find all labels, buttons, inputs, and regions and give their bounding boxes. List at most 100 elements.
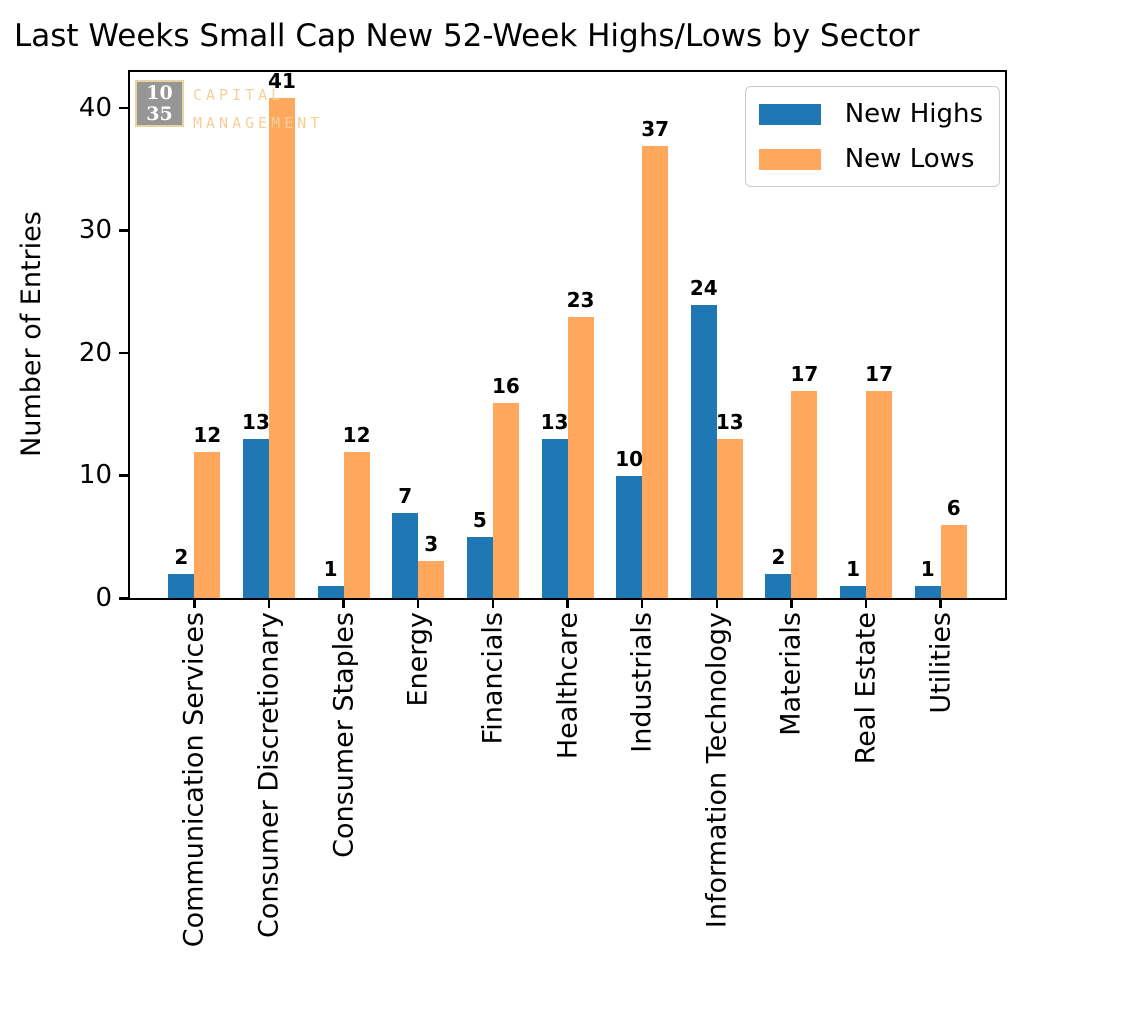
chart-title: Last Weeks Small Cap New 52-Week Highs/L… [14,18,920,54]
bar-value-label-new-lows-healthcare: 23 [566,288,595,313]
watermark: 10 35 CAPITAL MANAGEMENT [135,80,323,136]
x-tick-mark [790,600,793,608]
bar-value-label-new-lows-energy: 3 [424,532,439,557]
y-tick-label-10: 10 [78,460,112,491]
bar-new-highs-real-estate [840,585,867,598]
bar-new-highs-industrials [616,475,643,598]
bar-value-label-new-lows-materials: 17 [790,361,819,386]
watermark-name-line2: MANAGEMENT [193,114,324,132]
bar-group-real-estate: 1 17 [829,72,904,598]
bar-new-lows-utilities [940,524,967,598]
bar-slot: 2 [765,72,792,598]
bar-slot: 37 [641,72,670,598]
x-tick-mark [939,600,942,608]
plot-area: 2 12 13 41 1 12 7 3 5 16 13 23 10 37 24 13 2 17 1 17 1 6 10 3… [128,68,1007,600]
bar-new-lows-industrials [642,146,669,598]
bar-new-highs-financials [466,536,493,598]
bar-slot: 6 [940,72,967,598]
x-tick-label-utilities: Utilities [925,612,957,714]
watermark-logo: 10 35 [135,80,184,127]
bar-value-label-new-highs-healthcare: 13 [540,410,569,435]
bar-new-highs-information-technology [690,305,717,598]
watermark-name: CAPITAL MANAGEMENT [193,80,323,136]
bar-value-label-new-lows-information-technology: 13 [715,410,744,435]
bar-slot: 16 [492,72,520,598]
x-tick-label-materials: Materials [775,612,807,736]
bar-value-label-new-highs-consumer-staples: 1 [323,556,338,581]
bar-value-label-new-lows-communication-services: 12 [193,422,222,447]
x-tick-mark [491,600,495,608]
x-tick-mark [566,600,569,608]
y-tick-mark [119,597,128,600]
bar-new-highs-utilities [914,585,941,598]
bar-slot: 24 [690,72,718,598]
x-tick-label-energy: Energy [402,612,434,707]
bar-group-healthcare: 13 23 [530,72,605,598]
bar-group-information-technology: 24 13 [679,72,754,598]
x-tick-mark [416,600,420,608]
bar-group-consumer-staples: 1 12 [306,72,381,598]
watermark-name-line1: CAPITAL [193,86,285,104]
bar-value-label-new-lows-utilities: 6 [946,495,961,520]
x-tick-mark [640,600,644,608]
bar-slot: 13 [540,72,569,598]
bar-new-highs-consumer-staples [317,585,344,598]
y-axis-ticks: 0 10 20 30 40 [0,70,128,613]
y-tick-label-40: 40 [78,92,112,123]
bar-slot: 17 [790,72,819,598]
bar-slot: 10 [615,72,644,598]
legend-swatch-new-lows [758,148,821,170]
bar-new-lows-real-estate [866,390,893,598]
x-tick-mark [715,600,719,608]
bar-slot: 23 [566,72,595,598]
bar-new-lows-healthcare [567,317,594,598]
bar-group-industrials: 10 37 [605,72,680,598]
bar-new-lows-information-technology [716,439,743,598]
bar-value-label-new-highs-communication-services: 2 [174,544,189,569]
legend-label-new-lows: New Lows [844,144,975,174]
x-tick-mark [193,600,196,608]
x-tick-label-consumer-discretionary: Consumer Discretionary [253,612,285,938]
x-tick-label-real-estate: Real Estate [850,612,882,765]
bar-slot: 2 [168,72,195,598]
bar-group-consumer-discretionary: 13 41 [232,68,307,598]
bar-slot: 13 [242,72,270,598]
bar-new-lows-energy [418,561,445,598]
bars-container: 2 12 13 41 1 12 7 3 5 16 13 23 10 37 24 13 2 17 1 17 1 6 [130,68,1005,598]
bar-new-highs-energy [392,512,419,598]
x-tick-mark [267,600,271,608]
y-tick-mark [119,106,128,110]
bar-slot: 41 [268,68,296,598]
y-tick-mark [119,474,128,477]
legend-label-new-highs: New Highs [844,99,983,129]
bar-value-label-new-highs-real-estate: 1 [846,556,861,581]
bar-slot: 3 [418,72,445,598]
bar-slot: 1 [914,72,941,598]
bar-value-label-new-highs-energy: 7 [398,483,413,508]
bar-value-label-new-highs-financials: 5 [472,507,487,532]
legend-item-new-highs: New Highs [758,99,983,129]
bar-value-label-new-lows-consumer-discretionary: 41 [268,68,296,93]
bar-value-label-new-lows-industrials: 37 [641,117,670,142]
bar-slot: 17 [865,72,893,598]
legend-item-new-lows: New Lows [758,144,983,174]
bar-slot: 1 [317,72,344,598]
x-tick-mark [864,600,868,608]
bar-value-label-new-highs-industrials: 10 [615,446,644,471]
bar-value-label-new-highs-consumer-discretionary: 13 [242,410,270,435]
x-axis-labels: Communication Services Consumer Discretio… [128,612,1007,1022]
y-tick-mark [119,351,128,355]
x-tick-label-consumer-staples: Consumer Staples [328,612,360,858]
bar-new-highs-healthcare [541,439,568,598]
bar-new-highs-consumer-discretionary [242,439,269,598]
legend-swatch-new-highs [758,103,821,125]
bar-new-highs-materials [765,573,792,598]
x-tick-label-healthcare: Healthcare [552,612,583,760]
bar-group-materials: 2 17 [754,72,829,598]
bar-value-label-new-lows-real-estate: 17 [865,361,893,386]
legend: New Highs New Lows [744,86,1000,187]
bar-slot: 13 [715,72,744,598]
bar-slot: 12 [343,72,371,598]
bar-group-financials: 5 16 [456,72,531,598]
